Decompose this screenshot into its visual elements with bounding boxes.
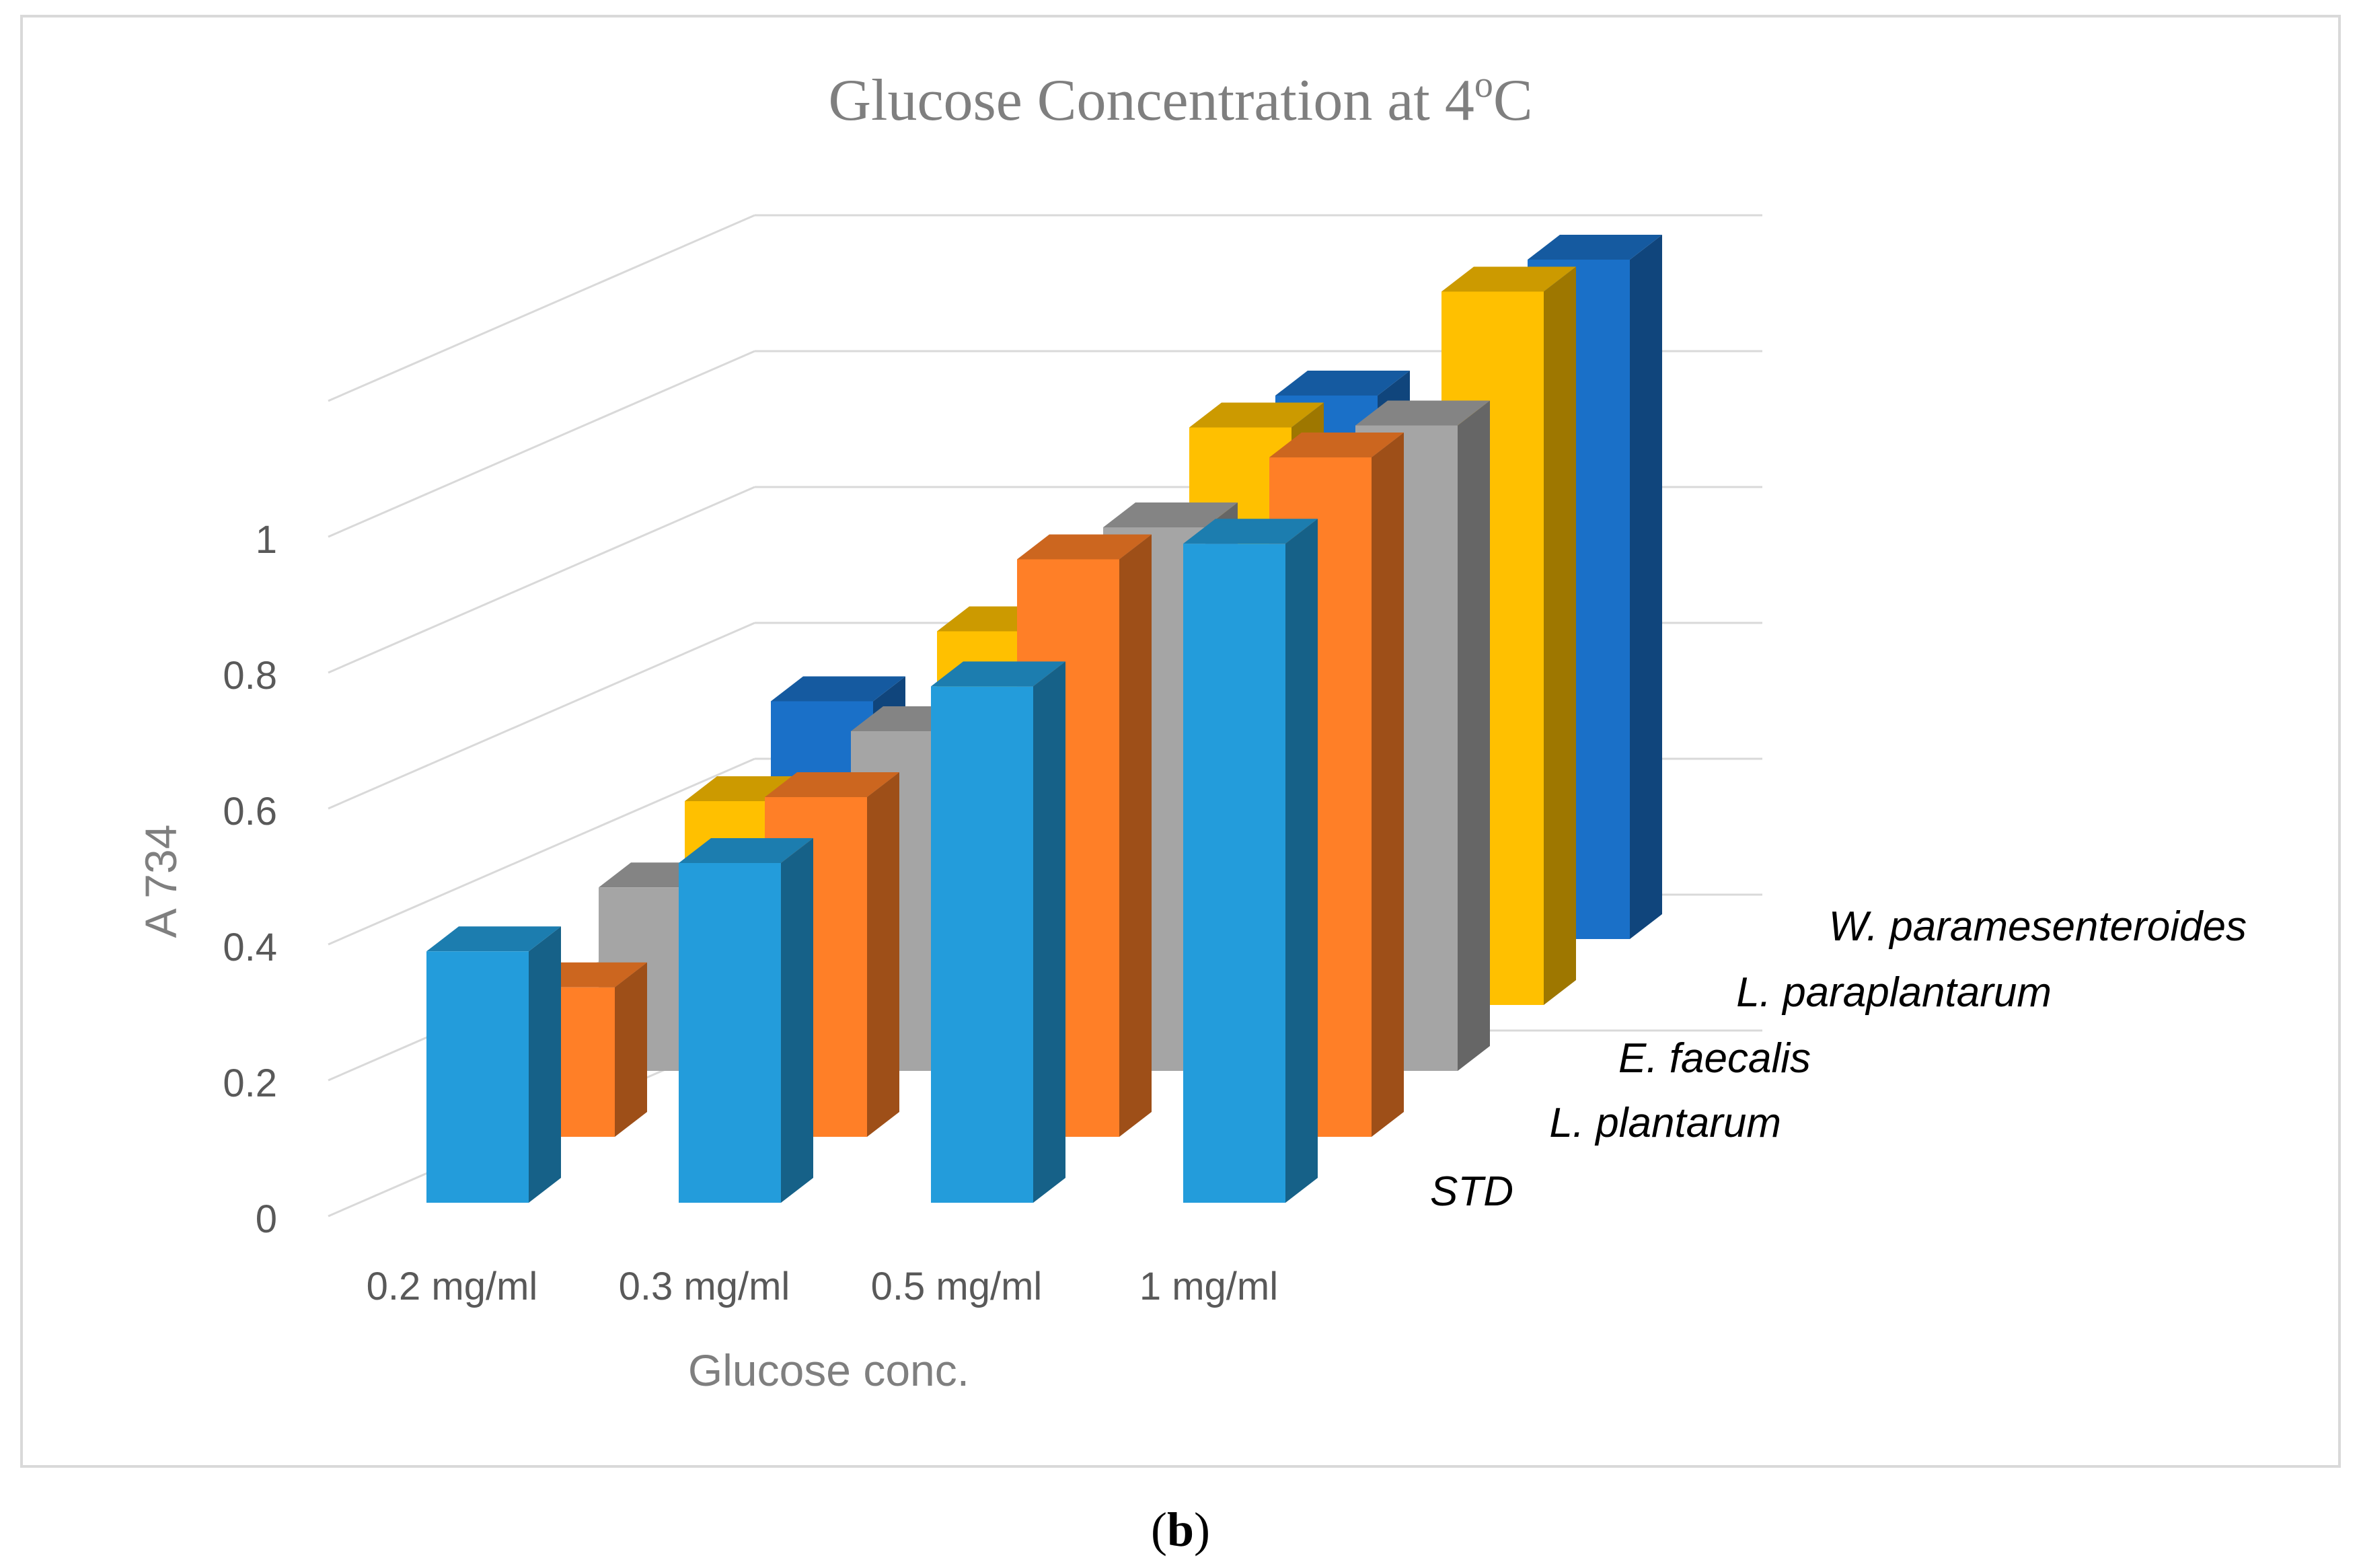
title-superscript: o [1474, 64, 1493, 106]
bar-top [765, 772, 899, 797]
x-tick-label: 1 mg/ml [1139, 1265, 1278, 1308]
bars [426, 235, 1662, 1203]
gridline-side [328, 622, 755, 810]
y-tick-label: 0.4 [223, 926, 277, 969]
bar-side [1544, 266, 1576, 1005]
bar-front [679, 863, 781, 1203]
bar-front [931, 686, 1033, 1203]
gridline-side [328, 214, 755, 402]
bar-top [1269, 433, 1404, 457]
series-labels: STD L. plantarum E. faecalis L. paraplantar… [1430, 903, 2247, 1215]
x-tick-label: 0.2 mg/ml [367, 1265, 538, 1308]
bar-side [781, 838, 813, 1203]
chart-title: Glucose Concentration at 4oC [828, 64, 1532, 133]
bar-side [1630, 235, 1662, 939]
series-label: E. faecalis [1618, 1035, 1811, 1082]
y-tick-label: 0.8 [223, 654, 277, 698]
bar [679, 838, 813, 1203]
bar-top [1189, 402, 1324, 428]
bar-top [679, 838, 813, 863]
x-tick-label: 0.3 mg/ml [619, 1265, 790, 1308]
bar-top [426, 926, 561, 952]
series-label: L. paraplantarum [1736, 969, 2052, 1016]
bar [426, 926, 561, 1203]
series-label: STD [1430, 1168, 1513, 1215]
bar-top [1355, 400, 1490, 426]
bar-side [867, 772, 899, 1137]
bar-top [1528, 235, 1662, 260]
bar-side [615, 962, 647, 1137]
bar [931, 661, 1065, 1203]
gridline-side [328, 350, 755, 538]
title-suffix: C [1493, 68, 1533, 133]
y-axis-title: A 734 [136, 825, 186, 938]
bar-top [1441, 266, 1576, 292]
bar-top [771, 676, 905, 702]
bar-side [1033, 661, 1065, 1203]
bar-top [1275, 371, 1410, 396]
bar-side [1458, 400, 1490, 1071]
bar-side [529, 926, 561, 1203]
bar-side [1119, 534, 1152, 1137]
x-tick-labels: 0.2 mg/ml 0.3 mg/ml 0.5 mg/ml 1 mg/ml [367, 1265, 1278, 1308]
caption-letter: b [1167, 1503, 1194, 1557]
y-tick-label: 1 [256, 518, 277, 562]
y-tick-label: 0 [256, 1197, 277, 1241]
figure-caption: (b) [1151, 1503, 1210, 1557]
gridline-side [328, 757, 755, 946]
bar-side [1372, 433, 1404, 1137]
x-tick-label: 0.5 mg/ml [871, 1265, 1043, 1308]
bar-top [931, 661, 1065, 687]
bar-front [426, 951, 529, 1203]
bar-side [1285, 519, 1318, 1203]
bar [1183, 519, 1318, 1203]
y-tick-label: 0.6 [223, 790, 277, 833]
y-tick-labels: 0 0.2 0.4 0.6 0.8 1 [223, 518, 277, 1241]
x-axis-title: Glucose conc. [688, 1345, 969, 1395]
series-label: W. paramesenteroides [1829, 903, 2247, 950]
bar-top [1017, 534, 1152, 560]
bar-top [1103, 502, 1238, 527]
bar-top [1183, 519, 1318, 544]
bar-front [1183, 544, 1285, 1203]
y-tick-label: 0.2 [223, 1061, 277, 1105]
series-label: L. plantarum [1549, 1100, 1781, 1146]
gridline-side [328, 486, 755, 674]
